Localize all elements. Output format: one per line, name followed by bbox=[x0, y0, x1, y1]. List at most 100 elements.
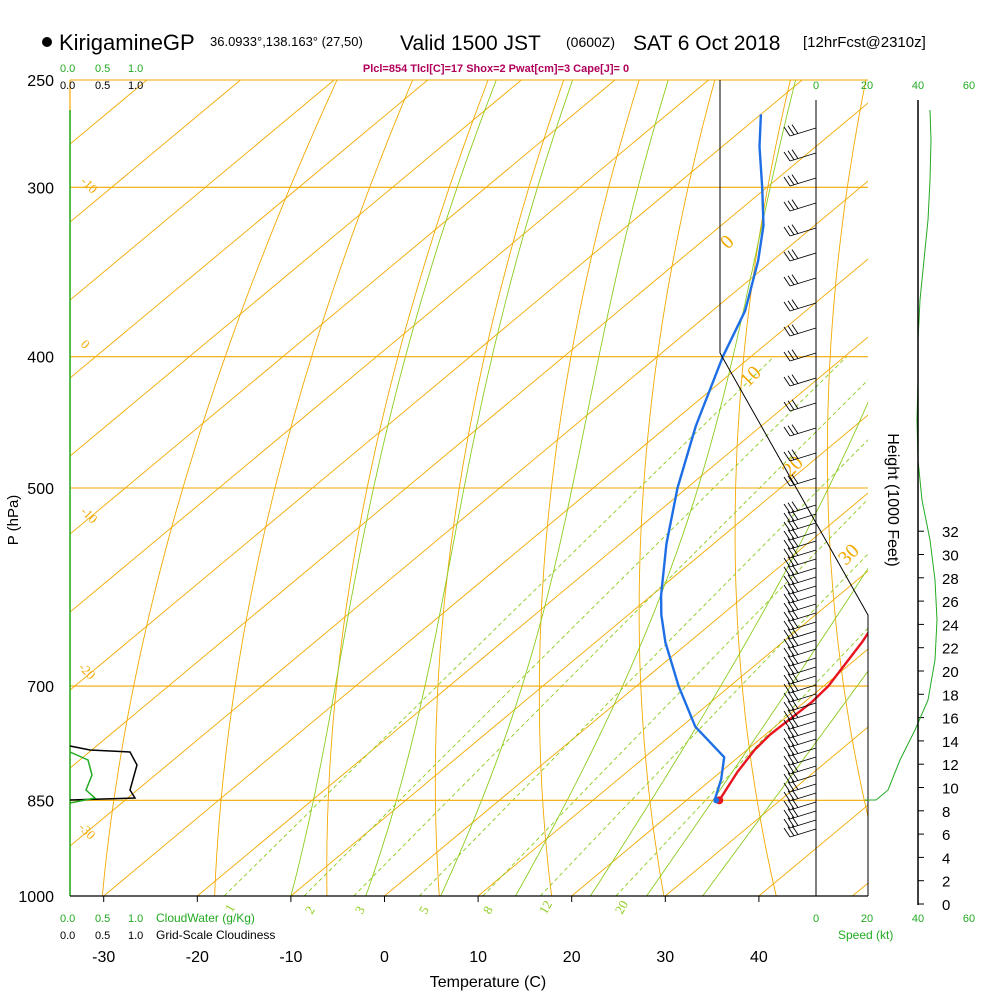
wind-barb-icon bbox=[783, 501, 817, 514]
x-axis-title: Temperature (C) bbox=[430, 974, 546, 991]
mixing-ratio-label: 12 bbox=[536, 898, 555, 917]
stability-indices: Plcl=854 Tlcl[C]=17 Shox=2 Pwat[cm]=3 Ca… bbox=[363, 63, 629, 75]
cloudwater-bottom-tick-1: 0.5 bbox=[95, 913, 110, 925]
isotherm-label: 0 bbox=[78, 337, 93, 352]
slant-right-frame bbox=[719, 352, 869, 896]
height-tick-label: 2 bbox=[942, 874, 950, 891]
wind-barb-icon bbox=[783, 519, 817, 532]
wind-barb-icon bbox=[783, 807, 817, 820]
isotherm-label: -20 bbox=[76, 660, 99, 683]
height-tick-label: 0 bbox=[942, 897, 950, 914]
station-name: KirigamineGP bbox=[59, 30, 195, 55]
y-axis-title: P (hPa) bbox=[5, 495, 22, 546]
moist-adiabat-line bbox=[365, 80, 574, 896]
isotherm-label: -10 bbox=[78, 504, 101, 527]
station-location: 36.0933°,138.163° (27,50) bbox=[210, 34, 363, 49]
dry-adiabat-line bbox=[214, 80, 414, 896]
height-tick-label: 22 bbox=[942, 641, 959, 658]
isotherm-line bbox=[70, 80, 522, 457]
height-tick-label: 28 bbox=[942, 571, 959, 588]
dry-adiabat-line bbox=[826, 80, 868, 819]
wind-barb-icon bbox=[783, 744, 817, 757]
forecast-info: [12hrFcst@2310z] bbox=[803, 34, 926, 51]
isotherm-line bbox=[70, 80, 428, 379]
temperature-tick-label: -10 bbox=[279, 949, 302, 966]
wind-barb-icon bbox=[783, 591, 817, 604]
cloudwater-top-tick-0: 0.0 bbox=[60, 63, 75, 75]
temperature-profile-line bbox=[718, 631, 868, 801]
wind-barb-icon bbox=[783, 798, 817, 811]
wind-barb-icon bbox=[783, 636, 817, 649]
height-tick-label: 26 bbox=[942, 594, 959, 611]
height-tick-label: 10 bbox=[942, 781, 959, 798]
wind-barb-icon bbox=[783, 449, 817, 462]
isotherm-line bbox=[665, 726, 868, 896]
wind-barb-icon bbox=[783, 555, 817, 568]
pressure-tick-label: 700 bbox=[27, 679, 54, 696]
wind-barb-icon bbox=[783, 627, 817, 640]
wind-barb-icon bbox=[783, 780, 817, 793]
moist-adiabat-line bbox=[290, 80, 497, 896]
pressure-tick-label: 300 bbox=[27, 180, 54, 197]
temperature-tick-label: 20 bbox=[563, 949, 581, 966]
pressure-tick-label: 400 bbox=[27, 350, 54, 367]
cloudiness-top-tick-1: 0.5 bbox=[95, 80, 110, 92]
temperature-tick-label: 30 bbox=[656, 949, 674, 966]
cloudiness-bottom-tick-1: 0.5 bbox=[95, 930, 110, 942]
cloudwater-top-tick-1: 0.5 bbox=[95, 63, 110, 75]
temperature-tick-label: 10 bbox=[469, 949, 487, 966]
speed-bottom-tick-2: 40 bbox=[912, 913, 924, 925]
height-tick-label: 6 bbox=[942, 827, 950, 844]
speed-top-tick-1: 20 bbox=[861, 80, 873, 92]
height-tick-label: 12 bbox=[942, 757, 959, 774]
temperature-tick-label: 40 bbox=[750, 949, 768, 966]
wind-barb-icon bbox=[783, 299, 817, 312]
speed-label: Speed (kt) bbox=[838, 928, 893, 942]
mixing-ratio-line bbox=[482, 498, 868, 896]
dry-adiabat-line bbox=[734, 80, 791, 896]
wind-barb-icon bbox=[783, 762, 817, 775]
mixing-ratio-label: 20 bbox=[612, 898, 631, 917]
mixing-ratio-line bbox=[418, 439, 868, 896]
wind-barb-icon bbox=[783, 537, 817, 550]
height-tick-label: 8 bbox=[942, 804, 950, 821]
station-marker-icon bbox=[42, 37, 52, 47]
wind-barb-icon bbox=[783, 663, 817, 676]
isotherm-label: -10 bbox=[78, 174, 101, 197]
cloudwater-label: CloudWater (g/Kg) bbox=[156, 911, 255, 925]
cloudiness-top-tick-0: 0.0 bbox=[60, 80, 75, 92]
wind-barb-icon bbox=[783, 672, 817, 685]
wind-barb-icon bbox=[783, 708, 817, 721]
wind-barb-icon bbox=[783, 349, 817, 362]
cloudwater-profile bbox=[69, 751, 97, 804]
cloudwater-top-tick-2: 1.0 bbox=[128, 63, 143, 75]
mixing-ratio-label: 2 bbox=[302, 903, 318, 916]
wind-barb-icon bbox=[783, 618, 817, 631]
height-tick-label: 16 bbox=[942, 711, 959, 728]
height-tick-label: 18 bbox=[942, 687, 959, 704]
wind-barb-icon bbox=[783, 573, 817, 586]
theta-label: 30 bbox=[834, 540, 864, 570]
height-tick-label: 32 bbox=[942, 524, 959, 541]
isotherm-line bbox=[477, 570, 868, 896]
isotherm-line bbox=[852, 882, 868, 896]
moist-adiabat-line bbox=[590, 401, 868, 896]
speed-top-tick-0: 0 bbox=[813, 80, 819, 92]
wind-barb-icon bbox=[783, 654, 817, 667]
wind-barb-icon bbox=[783, 324, 817, 337]
wind-barb-icon bbox=[783, 717, 817, 730]
dry-adiabat-line bbox=[638, 80, 716, 896]
pressure-tick-label: 250 bbox=[27, 73, 54, 90]
height-tick-label: 24 bbox=[942, 617, 959, 634]
wind-barb-icon bbox=[783, 825, 817, 838]
dewpoint-profile-line bbox=[659, 114, 765, 801]
height-tick-label: 20 bbox=[942, 664, 959, 681]
wind-barb-icon bbox=[783, 510, 817, 523]
wind-barb-icon bbox=[783, 753, 817, 766]
dry-adiabat-line bbox=[434, 80, 565, 896]
cloudiness-top-tick-2: 1.0 bbox=[128, 80, 143, 92]
wind-barb-icon bbox=[783, 546, 817, 559]
